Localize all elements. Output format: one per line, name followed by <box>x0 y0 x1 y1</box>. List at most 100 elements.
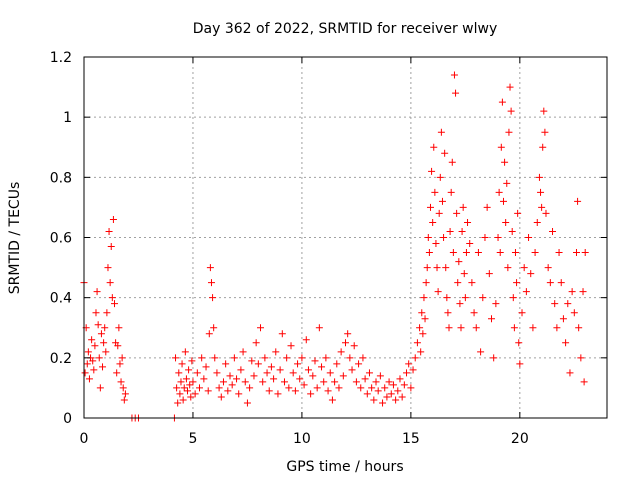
data-point <box>181 348 189 356</box>
data-point <box>94 321 102 329</box>
data-point <box>333 360 341 368</box>
data-point <box>509 294 517 302</box>
data-point <box>84 348 92 356</box>
data-point <box>429 218 437 226</box>
data-point <box>449 249 457 257</box>
data-point <box>505 128 513 136</box>
data-point <box>426 203 434 211</box>
data-point <box>432 240 440 248</box>
data-point <box>346 354 354 362</box>
data-point <box>503 179 511 187</box>
data-point <box>504 264 512 272</box>
data-point <box>202 363 210 371</box>
data-point <box>368 384 376 392</box>
data-point <box>224 387 232 395</box>
data-point <box>529 324 537 332</box>
data-point <box>106 279 114 287</box>
data-point <box>445 324 453 332</box>
data-point <box>537 188 545 196</box>
data-point <box>387 390 395 398</box>
data-point <box>570 309 578 317</box>
data-point <box>331 378 339 386</box>
data-point <box>553 324 561 332</box>
data-point <box>428 167 436 175</box>
data-point <box>261 354 269 362</box>
data-point <box>572 249 580 257</box>
data-point <box>413 339 421 347</box>
data-point <box>97 330 105 338</box>
data-point <box>280 378 288 386</box>
data-point <box>370 396 378 404</box>
data-point <box>441 149 449 157</box>
data-point <box>442 264 450 272</box>
data-point <box>119 384 127 392</box>
data-point <box>267 363 275 371</box>
data-point <box>348 366 356 374</box>
data-point <box>580 378 588 386</box>
data-point <box>472 324 480 332</box>
data-point <box>400 381 408 389</box>
data-point <box>200 375 208 383</box>
data-point <box>453 209 461 217</box>
data-point <box>516 360 524 368</box>
data-point <box>540 107 548 115</box>
axis-ticks: 0 0.2 0.4 0.6 0.8 1 1.2 0 5 10 15 20 <box>50 50 607 447</box>
data-point <box>195 384 203 392</box>
data-point <box>396 375 404 383</box>
data-point <box>424 234 432 241</box>
data-point <box>120 396 128 404</box>
data-point <box>206 264 214 272</box>
data-point <box>357 384 365 392</box>
data-point <box>488 315 496 323</box>
data-point <box>423 264 431 272</box>
data-point <box>405 360 413 368</box>
data-point <box>389 381 397 389</box>
data-point <box>581 249 589 257</box>
data-point <box>248 357 256 365</box>
data-point <box>460 270 468 278</box>
data-point <box>222 360 230 368</box>
data-point <box>180 384 188 392</box>
data-point <box>99 363 107 371</box>
data-point <box>215 384 223 392</box>
data-point <box>497 143 505 151</box>
data-point <box>479 294 487 302</box>
data-point <box>419 330 427 338</box>
data-point <box>311 357 319 365</box>
data-point <box>420 294 428 302</box>
data-point <box>283 354 291 362</box>
data-point <box>456 300 464 308</box>
data-point <box>577 354 585 362</box>
data-point <box>421 315 429 323</box>
data-point <box>535 173 543 181</box>
data-point <box>359 354 367 362</box>
data-point <box>434 288 442 296</box>
data-point <box>433 264 441 272</box>
data-point <box>425 249 433 257</box>
data-point <box>209 294 217 302</box>
data-point <box>117 378 125 386</box>
data-point <box>300 381 308 389</box>
data-point <box>459 203 467 211</box>
data-point <box>178 360 186 368</box>
data-point <box>379 399 387 407</box>
data-point <box>184 387 192 395</box>
data-point <box>447 188 455 196</box>
data-point <box>506 83 514 91</box>
y-tick-label: 0.4 <box>50 291 72 307</box>
data-point <box>246 384 254 392</box>
data-point <box>470 309 478 317</box>
data-point <box>228 381 236 389</box>
data-point <box>104 264 112 272</box>
data-point <box>513 279 521 287</box>
data-point <box>113 369 121 377</box>
data-point <box>182 375 190 383</box>
data-point <box>409 366 417 374</box>
data-point <box>515 339 523 347</box>
data-point <box>263 369 271 377</box>
data-point <box>90 366 98 374</box>
data-point <box>335 384 343 392</box>
data-point <box>452 89 460 97</box>
data-point <box>81 369 89 377</box>
